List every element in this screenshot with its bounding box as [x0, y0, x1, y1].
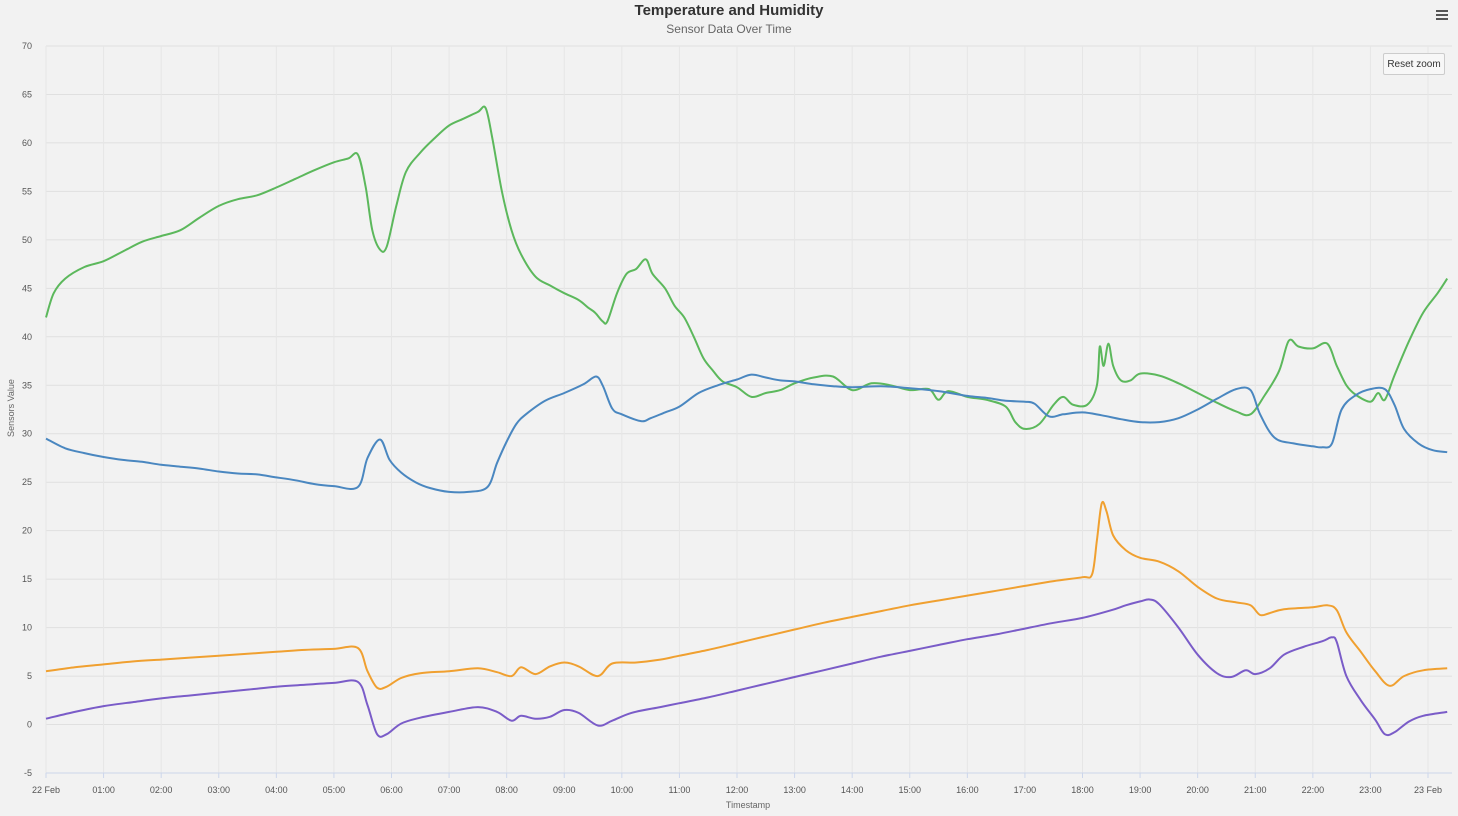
x-tick-label: 10:00 [611, 785, 634, 795]
y-tick-label: 15 [22, 574, 32, 584]
x-tick-label: 15:00 [898, 785, 921, 795]
x-tick-label: 18:00 [1071, 785, 1094, 795]
y-tick-label: 10 [22, 623, 32, 633]
y-tick-label: 20 [22, 526, 32, 536]
x-tick-label: 17:00 [1014, 785, 1037, 795]
y-axis-ticks: -5 0 5 10 15 20 25 30 35 40 45 50 55 60 65 70 [22, 41, 32, 778]
x-tick-label: 06:00 [380, 785, 403, 795]
y-tick-label: 35 [22, 380, 32, 390]
x-tick-label: 11:00 [668, 785, 690, 795]
x-axis-title: Timestamp [726, 800, 770, 810]
x-tick-label: 23 Feb [1414, 785, 1442, 795]
x-tick-label: 13:00 [783, 785, 806, 795]
x-tick-label: 19:00 [1129, 785, 1152, 795]
y-tick-label: -5 [24, 768, 32, 778]
chart-subtitle: Sensor Data Over Time [666, 22, 792, 36]
y-tick-label: 65 [22, 89, 32, 99]
x-tick-label: 07:00 [438, 785, 461, 795]
x-tick-label: 20:00 [1186, 785, 1209, 795]
y-tick-label: 0 [27, 720, 32, 730]
chart-title: Temperature and Humidity [634, 2, 824, 19]
y-tick-label: 55 [22, 186, 32, 196]
hamburger-menu-icon[interactable] [1430, 4, 1454, 26]
y-tick-label: 40 [22, 332, 32, 342]
grid-lines [45, 45, 1452, 774]
x-tick-label: 02:00 [150, 785, 173, 795]
series-line [45, 598, 1448, 738]
y-tick-label: 50 [22, 235, 32, 245]
x-tick-label: 23:00 [1359, 785, 1382, 795]
x-tick-label: 05:00 [323, 785, 346, 795]
x-tick-label: 14:00 [841, 785, 864, 795]
x-tick-label: 01:00 [92, 785, 115, 795]
x-tick-label: 12:00 [726, 785, 749, 795]
series-lines [45, 105, 1449, 738]
series-line [45, 105, 1449, 430]
y-tick-label: 60 [22, 138, 32, 148]
y-tick-label: 5 [27, 671, 32, 681]
y-tick-label: 45 [22, 283, 32, 293]
menu-bar [1436, 18, 1448, 20]
x-tick-label: 21:00 [1244, 785, 1267, 795]
x-tick-label: 08:00 [495, 785, 518, 795]
x-tick-label: 09:00 [553, 785, 576, 795]
x-tick-label: 22 Feb [32, 785, 60, 795]
x-tick-label: 16:00 [956, 785, 979, 795]
y-tick-label: 70 [22, 41, 32, 51]
x-tick-label: 04:00 [265, 785, 288, 795]
y-tick-label: 30 [22, 429, 32, 439]
menu-bar [1436, 14, 1448, 16]
series-line [45, 500, 1448, 690]
y-tick-label: 25 [22, 477, 32, 487]
x-axis: 22 Feb 01:00 02:00 03:00 04:00 05:00 06:00 07:0… [32, 772, 1452, 795]
series-line [45, 373, 1448, 494]
x-tick-label: 22:00 [1302, 785, 1325, 795]
menu-bar [1436, 10, 1448, 12]
y-axis-title: Sensors Value [6, 379, 16, 437]
x-tick-label: 03:00 [207, 785, 230, 795]
reset-zoom-button[interactable]: Reset zoom [1383, 53, 1445, 75]
